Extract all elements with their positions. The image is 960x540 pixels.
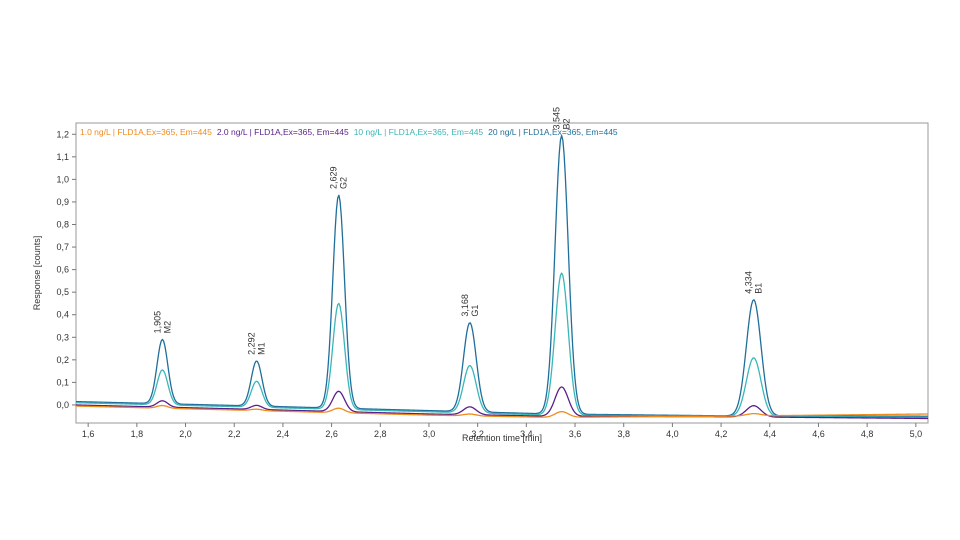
x-tick-label: 2,0 (179, 429, 192, 439)
y-tick-label: 0,1 (56, 377, 69, 387)
peak-label-B1: 4,334 B1 (744, 271, 764, 294)
x-tick-label: 3,4 (520, 429, 533, 439)
peak-rt-label: 4,334 (744, 271, 754, 294)
y-tick-label: 0,4 (56, 310, 69, 320)
y-tick-label: 0,7 (56, 242, 69, 252)
peak-name-label: B2 (562, 118, 572, 129)
y-tick-label: 0,8 (56, 220, 69, 230)
legend: 1.0 ng/L | FLD1A,Ex=365, Em=445 2.0 ng/L … (80, 127, 618, 137)
y-tick-label: 1,2 (56, 129, 69, 139)
x-axis: 1,6 1,8 2,0 2,2 2,4 2,6 2,8 3,0 3,2 3,4 3,6 3,8 4,0 4… (82, 423, 922, 439)
x-tick-label: 4,8 (861, 429, 874, 439)
peak-name-label: M2 (162, 321, 172, 334)
series-layer (75, 134, 929, 420)
y-tick-label: 0,5 (56, 287, 69, 297)
x-tick-label: 3,0 (423, 429, 436, 439)
x-tick-label: 4,0 (666, 429, 679, 439)
peak-name-label: M1 (257, 342, 267, 355)
series-line-1 (75, 404, 929, 418)
x-tick-label: 3,8 (617, 429, 630, 439)
x-tick-label: 2,4 (277, 429, 290, 439)
peak-rt-label: 3,168 (460, 294, 470, 317)
plot-frame (75, 122, 929, 424)
y-tick-label: 0,3 (56, 332, 69, 342)
x-tick-label: 2,6 (325, 429, 338, 439)
x-tick-label: 4,2 (715, 429, 728, 439)
x-tick-label: 4,4 (764, 429, 777, 439)
legend-entry: 1.0 ng/L | FLD1A,Ex=365, Em=445 (80, 127, 212, 137)
peak-rt-label: 2,629 (329, 166, 339, 189)
peak-label-G2: 2,629 G2 (329, 166, 349, 189)
legend-entry: 2.0 ng/L | FLD1A,Ex=365, Em=445 (217, 127, 349, 137)
y-tick-label: 0,0 (56, 400, 69, 410)
legend-entry: 20 ng/L | FLD1A,Ex=365, Em=445 (488, 127, 618, 137)
series-line-4 (75, 134, 928, 417)
peak-name-label: G2 (339, 177, 349, 189)
peak-labels: 1,905 M2 2,292 M1 2,629 G2 3,168 G1 3,545 B2 4,334… (152, 107, 763, 355)
peak-name-label: G1 (470, 305, 480, 317)
x-tick-label: 2,8 (374, 429, 387, 439)
y-tick-label: 0,9 (56, 197, 69, 207)
x-tick-label: 4,6 (812, 429, 825, 439)
peak-label-G1: 3,168 G1 (460, 294, 480, 317)
legend-entry: 10 ng/L | FLD1A,Ex=365, Em=445 (354, 127, 484, 137)
y-tick-label: 1,0 (56, 174, 69, 184)
peak-rt-label: 1,905 (152, 311, 162, 334)
x-tick-label: 3,2 (471, 429, 484, 439)
y-tick-label: 1,1 (56, 152, 69, 162)
peak-rt-label: 2,292 (247, 332, 257, 355)
series-line-3 (75, 272, 929, 419)
x-tick-label: 1,8 (131, 429, 144, 439)
y-tick-label: 0,6 (56, 265, 69, 275)
y-tick-label: 0,2 (56, 355, 69, 365)
x-axis-title: Retention time [min] (462, 433, 542, 443)
series-line-2 (75, 386, 929, 420)
peak-label-B2: 3,545 B2 (552, 107, 572, 130)
peak-name-label: B1 (754, 283, 764, 294)
y-axis: 0,0 0,1 0,2 0,3 0,4 0,5 0,6 0,7 0,8 0,9 1,0 1,1 1,2 (56, 129, 76, 410)
x-tick-label: 3,6 (569, 429, 582, 439)
peak-rt-label: 3,545 (552, 107, 562, 130)
x-tick-label: 1,6 (82, 429, 95, 439)
x-tick-label: 5,0 (910, 429, 923, 439)
peak-label-M2: 1,905 M2 (152, 311, 172, 334)
peak-label-M1: 2,292 M1 (247, 332, 267, 355)
x-tick-label: 2,2 (228, 429, 241, 439)
y-axis-title: Response [counts] (32, 236, 42, 311)
